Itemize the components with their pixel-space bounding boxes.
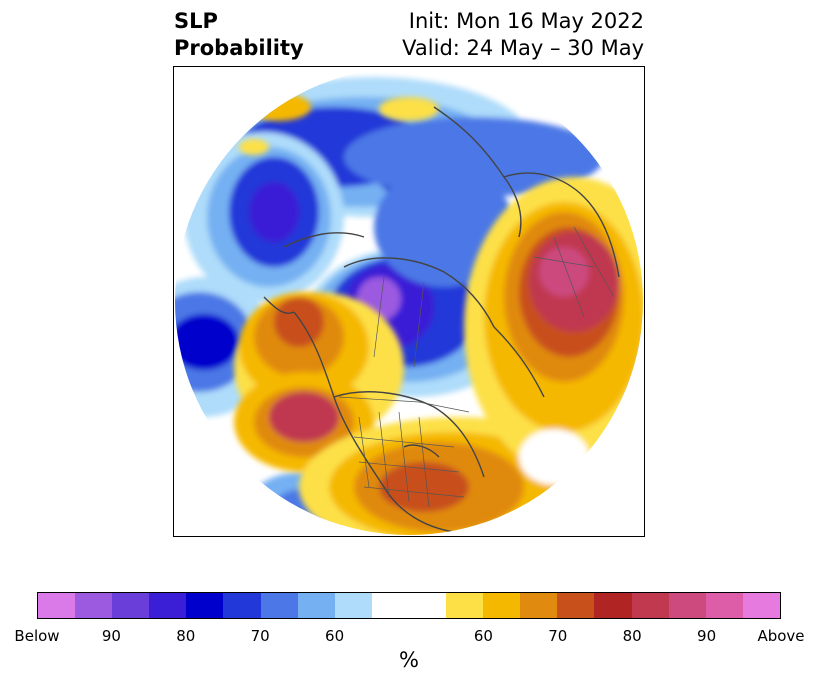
colorbar-tick-label: Below	[14, 627, 60, 645]
borders	[338, 226, 615, 508]
title-line-1: SLP	[174, 9, 218, 33]
title-line-2: Probability	[174, 36, 304, 60]
coastlines	[263, 106, 620, 533]
colorbar-tick-label: 80	[176, 627, 196, 645]
colorbar	[37, 592, 781, 619]
colorbar-segment	[408, 593, 447, 618]
colorbar-segment	[742, 593, 780, 618]
colorbar-tick-label: 60	[473, 627, 493, 645]
probability-map	[175, 67, 643, 535]
colorbar-tick-label: 70	[250, 627, 270, 645]
colorbar-segment	[705, 593, 743, 618]
map-panel	[173, 66, 645, 537]
init-date: Init: Mon 16 May 2022	[408, 9, 644, 33]
colorbar-tick-label: 80	[622, 627, 642, 645]
colorbar-segment	[186, 593, 224, 618]
colorbar-segment	[483, 593, 521, 618]
colorbar-segment	[668, 593, 706, 618]
colorbar-segment	[75, 593, 113, 618]
colorbar-tick-label: Above	[757, 627, 805, 645]
colorbar-unit: %	[399, 648, 419, 672]
colorbar-segment	[371, 593, 409, 618]
colorbar-segment	[631, 593, 669, 618]
forecast-dates: Init: Mon 16 May 2022 Valid: 24 May – 30…	[402, 8, 644, 62]
colorbar-segment	[557, 593, 595, 618]
colorbar-segment	[260, 593, 298, 618]
colorbar-segment	[38, 593, 76, 618]
colorbar-tick-label: 90	[697, 627, 717, 645]
chart-title: SLP Probability	[174, 8, 304, 62]
colorbar-tick-label: 70	[548, 627, 568, 645]
colorbar-tick-label: 90	[101, 627, 121, 645]
colorbar-segment	[334, 593, 372, 618]
colorbar-segment	[520, 593, 558, 618]
colorbar-segment	[297, 593, 335, 618]
colorbar-segment	[594, 593, 632, 618]
colorbar-segment	[223, 593, 261, 618]
colorbar-segment	[446, 593, 484, 618]
colorbar-segment	[149, 593, 187, 618]
valid-range: Valid: 24 May – 30 May	[402, 36, 644, 60]
above-normal-areas	[234, 93, 643, 535]
colorbar-tick-label: 60	[325, 627, 345, 645]
map-disc	[175, 67, 643, 535]
colorbar-segment	[112, 593, 150, 618]
